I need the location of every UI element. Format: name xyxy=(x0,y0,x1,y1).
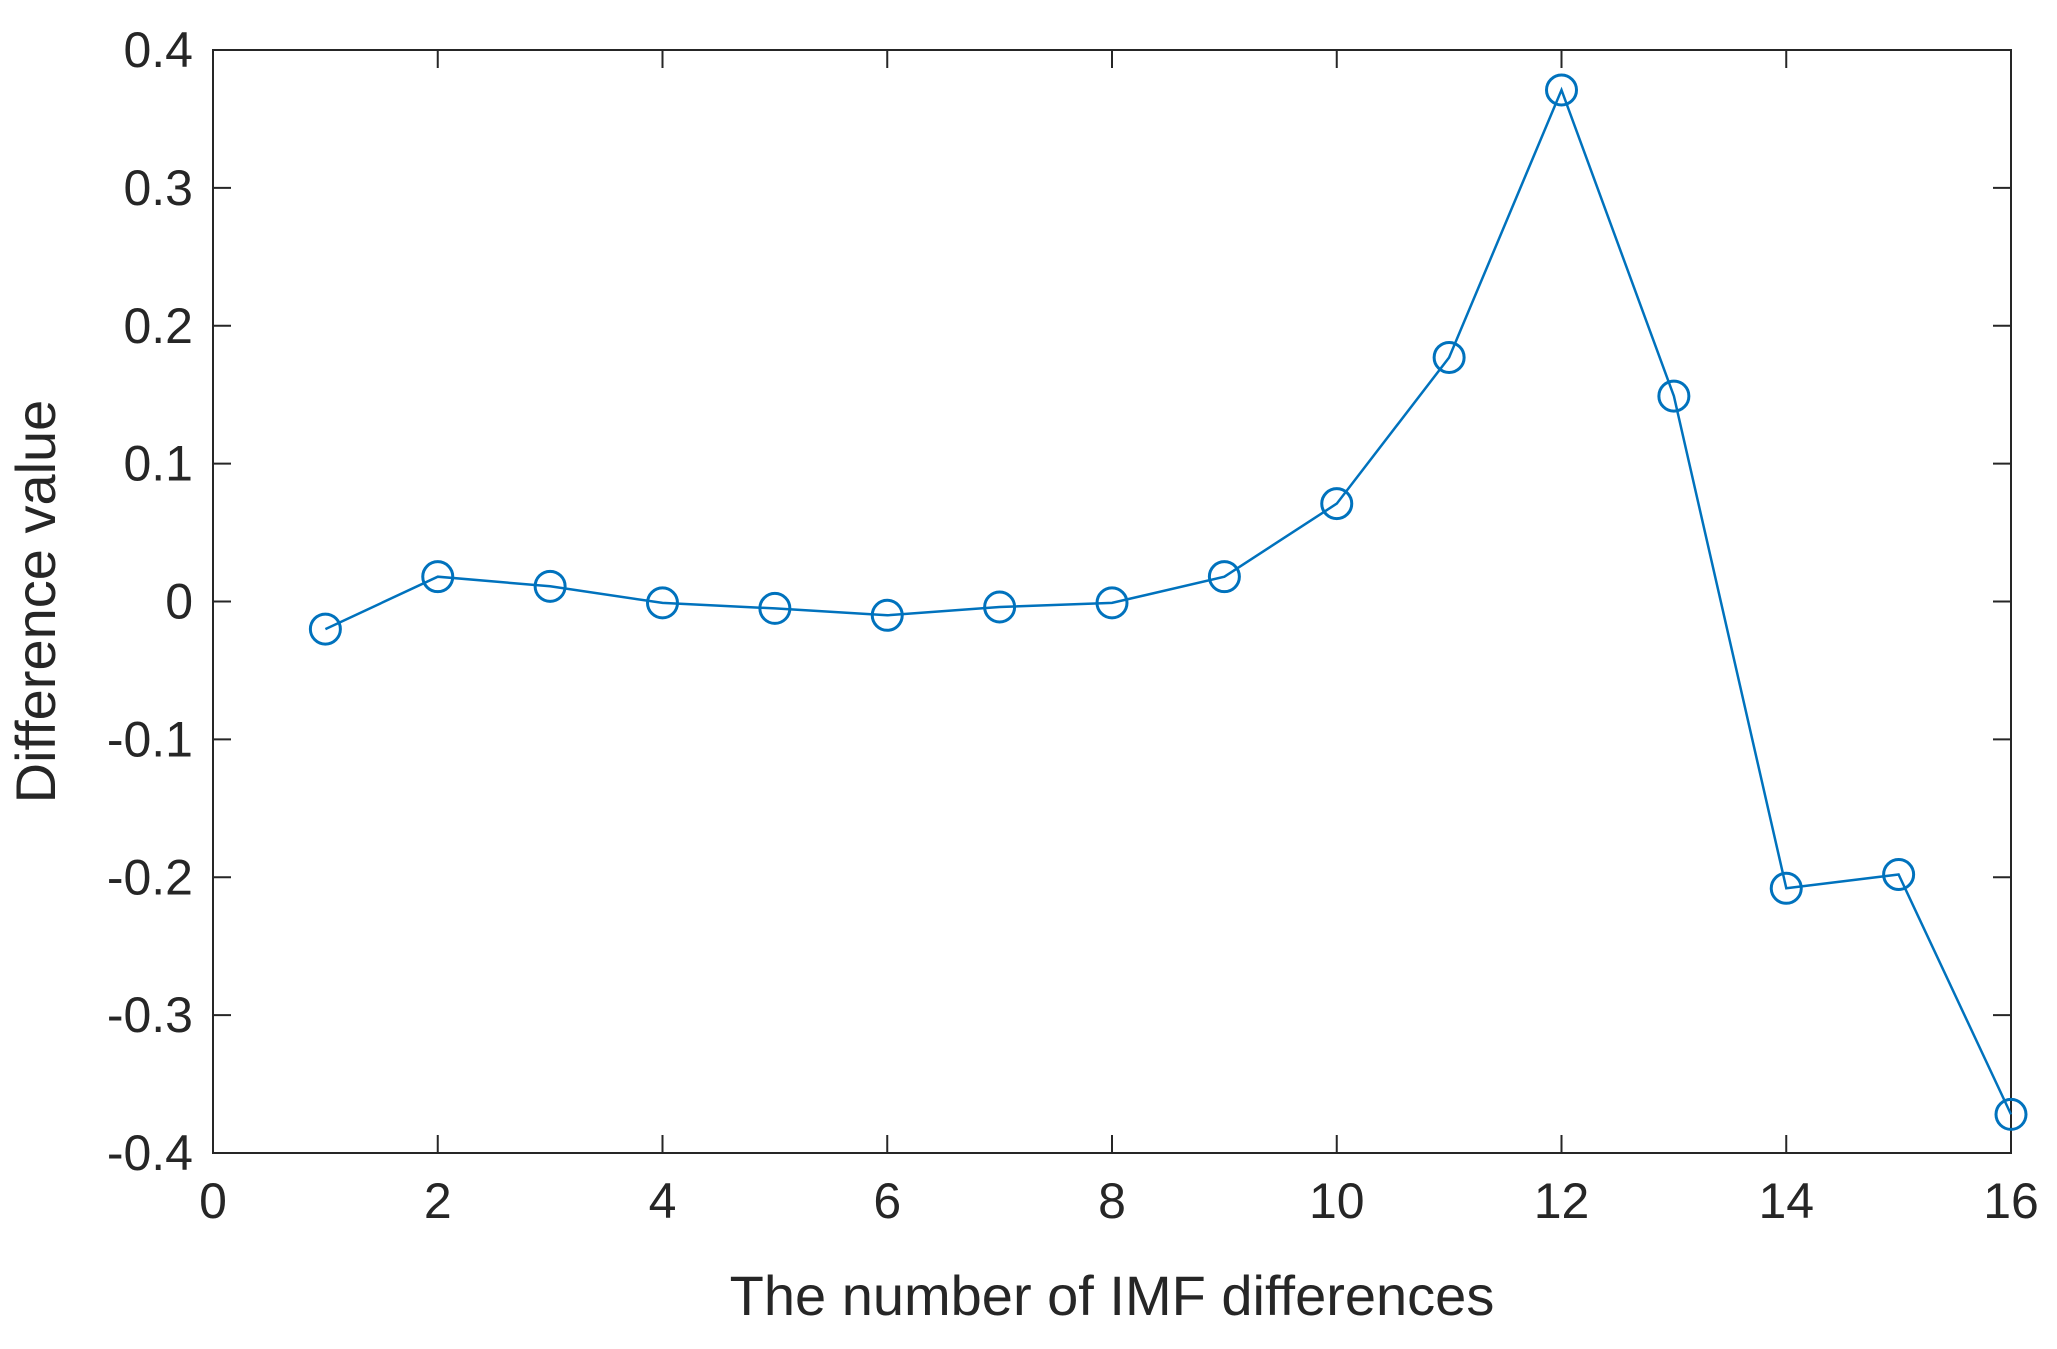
data-point-marker xyxy=(646,586,679,620)
data-point-marker xyxy=(1882,857,1916,891)
data-point-marker xyxy=(1994,1097,2028,1131)
x-tick-label: 8 xyxy=(1098,1173,1126,1229)
y-tick-label: 0.4 xyxy=(123,22,193,78)
data-point-marker xyxy=(1545,73,1578,107)
data-point-marker xyxy=(1769,871,1803,905)
y-tick-label: 0.1 xyxy=(123,436,193,492)
x-tick-label: 12 xyxy=(1534,1173,1590,1229)
x-axis-title: The number of IMF differences xyxy=(730,1264,1495,1327)
data-point-marker xyxy=(1657,379,1691,413)
y-tick-label: 0 xyxy=(165,574,193,630)
y-tick-label: 0.2 xyxy=(123,298,193,354)
y-tick-label: -0.1 xyxy=(107,711,193,767)
data-point-marker xyxy=(1320,487,1354,521)
x-tick-label: 0 xyxy=(199,1173,227,1229)
x-tick-label: 2 xyxy=(424,1173,452,1229)
series-line xyxy=(324,86,2013,1115)
data-point-marker xyxy=(1207,560,1241,594)
x-tick-label: 6 xyxy=(873,1173,901,1229)
data-point-marker xyxy=(983,590,1017,624)
series-layer xyxy=(308,73,2028,1131)
y-axis-title: Difference value xyxy=(4,400,67,804)
data-point-marker xyxy=(870,598,904,632)
y-tick-label: -0.4 xyxy=(107,1125,193,1181)
data-point-marker xyxy=(1432,340,1466,374)
y-tick-label: 0.3 xyxy=(123,160,193,216)
x-tick-label: 10 xyxy=(1309,1173,1365,1229)
data-point-marker xyxy=(421,560,455,594)
data-point-marker xyxy=(533,569,567,603)
data-point-marker xyxy=(1095,586,1129,620)
y-tick-label: -0.2 xyxy=(107,849,193,905)
x-tick-label: 4 xyxy=(649,1173,677,1229)
x-tick-label: 14 xyxy=(1758,1173,1814,1229)
ticks-layer: 0 2 4 6 8 10 12 14 16 -0.4 -0.3 -0.2 -0.1 0 0.1 0.2 0.3 0… xyxy=(107,22,2039,1229)
x-tick-label: 16 xyxy=(1983,1173,2039,1229)
data-point-marker xyxy=(308,612,342,646)
data-point-marker xyxy=(758,591,792,625)
y-tick-label: -0.3 xyxy=(107,987,193,1043)
